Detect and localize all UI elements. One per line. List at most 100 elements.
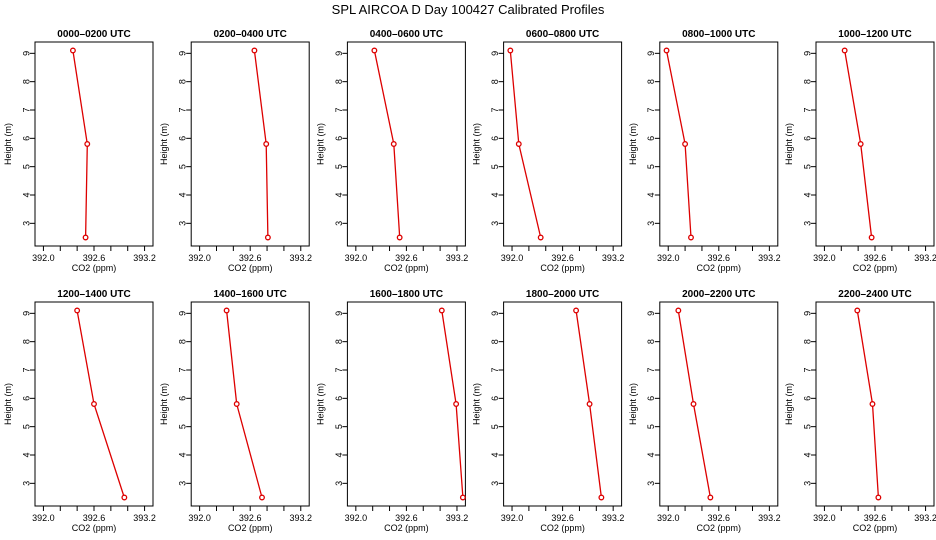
panel-3-ytick-label: 5 — [334, 164, 344, 169]
panel-8-ytick-label: 3 — [178, 481, 188, 486]
panel-7-title: 1200–1400 UTC — [57, 289, 130, 300]
panel-8-xtick-label: 392.6 — [239, 513, 262, 523]
panel-1-ytick-label: 5 — [21, 164, 31, 169]
panel-9-ytick-label: 4 — [334, 452, 344, 457]
panel-10: 1800–2000 UTC 392.0 392.6 393.2 3 4 5 6 7 8 9 CO2 (… — [472, 289, 625, 533]
panel-11-xtick-label: 392.0 — [657, 513, 680, 523]
panel-6-ytick-label: 7 — [802, 107, 812, 112]
panel-10-ytick-label: 9 — [490, 311, 500, 316]
panel-2-data-point — [264, 234, 271, 241]
panel-12: 2200–2400 UTC 392.0 392.6 393.2 3 4 5 6 7 8 9 CO2 (… — [784, 289, 936, 533]
panel-5-ytick-label: 6 — [646, 136, 656, 141]
panel-9-title: 1600–1800 UTC — [370, 289, 443, 300]
panel-9-frame — [346, 301, 466, 507]
panel-1-data-point — [82, 234, 89, 241]
panel-8: 1400–1600 UTC 392.0 392.6 393.2 3 4 5 6 7 8 9 CO2 (… — [159, 289, 312, 533]
panel-2-ytick-label: 8 — [178, 79, 188, 84]
panel-2-ytick-label: 3 — [178, 221, 188, 226]
panel-11-ytick-label: 6 — [646, 396, 656, 401]
panel-3: 0400–0600 UTC 392.0 392.6 393.2 3 4 5 6 7 8 9 CO2 (… — [315, 29, 468, 273]
panel-8-frame — [190, 301, 310, 507]
panel-7-xtick-label: 392.0 — [32, 513, 55, 523]
panel-8-ytick-label: 9 — [178, 311, 188, 316]
panel-4-data-point — [507, 47, 514, 54]
panel-5-xlabel: CO2 (ppm) — [697, 263, 742, 273]
panel-9-xtick-label: 392.0 — [345, 513, 368, 523]
panel-11-ylabel: Height (m) — [628, 383, 638, 425]
figure-title: SPL AIRCOA D Day 100427 Calibrated Profi… — [331, 2, 605, 17]
panel-5-data-point — [688, 234, 694, 241]
panel-12-xtick-label: 392.0 — [813, 513, 836, 523]
panel-6-ytick-label: 8 — [802, 79, 812, 84]
panel-6-title: 1000–1200 UTC — [838, 29, 911, 40]
panel-7-ytick-label: 6 — [21, 396, 31, 401]
panel-4-ytick-label: 8 — [490, 79, 500, 84]
panel-10-frame — [503, 301, 623, 507]
panel-7-series-line — [76, 310, 125, 498]
panel-2-xtick-label: 393.2 — [290, 253, 313, 263]
panel-3-xtick-label: 392.0 — [345, 253, 368, 263]
panel-1-ytick-label: 3 — [21, 221, 31, 226]
panel-8-title: 1400–1600 UTC — [214, 289, 287, 300]
panel-9-ylabel: Height (m) — [315, 383, 325, 425]
panel-12-xtick-label: 393.2 — [914, 513, 936, 523]
panel-10-xtick-label: 392.0 — [501, 513, 524, 523]
panel-5-title: 0800–1000 UTC — [682, 29, 755, 40]
panel-8-xtick-label: 393.2 — [290, 513, 313, 523]
panel-8-xlabel: CO2 (ppm) — [228, 523, 273, 533]
panel-9-ytick-label: 8 — [334, 339, 344, 344]
panel-10-ylabel: Height (m) — [472, 383, 482, 425]
panel-4-data-point — [537, 234, 544, 241]
panel-8-ylabel: Height (m) — [159, 383, 169, 425]
panel-1-xtick-label: 393.2 — [133, 253, 156, 263]
panel-6-xtick-label: 393.2 — [914, 253, 936, 263]
panel-5-ytick-label: 3 — [646, 221, 656, 226]
panel-10-ytick-label: 5 — [490, 424, 500, 429]
panel-5-xtick-label: 392.6 — [708, 253, 731, 263]
panel-4-xlabel: CO2 (ppm) — [540, 263, 585, 273]
panel-8-data-point — [233, 401, 240, 407]
panel-2-ytick-label: 4 — [178, 192, 188, 197]
panel-11-ytick-label: 9 — [646, 311, 656, 316]
panel-7-xtick-label: 392.6 — [83, 513, 106, 523]
panel-11-xtick-label: 392.6 — [708, 513, 731, 523]
panel-2-data-point — [263, 141, 270, 147]
panel-3-xlabel: CO2 (ppm) — [384, 263, 429, 273]
panel-3-xtick-label: 392.6 — [395, 253, 418, 263]
panel-1-ytick-label: 6 — [21, 136, 31, 141]
panel-1-ytick-label: 9 — [21, 51, 31, 56]
panel-4-ytick-label: 9 — [490, 51, 500, 56]
panel-6-ytick-label: 5 — [802, 164, 812, 169]
panel-5-data-point — [663, 47, 670, 54]
panel-7-ylabel: Height (m) — [3, 383, 13, 425]
panel-12-ytick-label: 3 — [802, 481, 812, 486]
panel-12-ytick-label: 7 — [802, 367, 812, 372]
panel-2-xtick-label: 392.0 — [188, 253, 211, 263]
panel-12-data-point — [869, 401, 876, 407]
panel-8-ytick-label: 4 — [178, 452, 188, 457]
panel-10-xtick-label: 392.6 — [551, 513, 574, 523]
panel-4-ytick-label: 3 — [490, 221, 500, 226]
panel-3-ytick-label: 4 — [334, 192, 344, 197]
panel-1-ytick-label: 7 — [21, 107, 31, 112]
panel-2-ytick-label: 5 — [178, 164, 188, 169]
panel-11-ytick-label: 8 — [646, 339, 656, 344]
panel-9-ytick-label: 3 — [334, 481, 344, 486]
panel-5: 0800–1000 UTC 392.0 392.6 393.2 3 4 5 6 7 8 9 CO2 (… — [628, 29, 781, 273]
panel-10-ytick-label: 3 — [490, 481, 500, 486]
panel-11-data-point — [707, 494, 714, 501]
panel-7-data-point — [91, 401, 97, 407]
panel-3-ytick-label: 9 — [334, 51, 344, 56]
panel-4-ytick-label: 6 — [490, 136, 500, 141]
panel-1-xlabel: CO2 (ppm) — [72, 263, 117, 273]
panel-5-ytick-label: 9 — [646, 51, 656, 56]
panel-5-frame — [659, 41, 779, 247]
panel-11-xlabel: CO2 (ppm) — [697, 523, 742, 533]
panel-7-ytick-label: 7 — [21, 367, 31, 372]
panel-12-ytick-label: 9 — [802, 311, 812, 316]
panel-1: 0000–0200 UTC 392.0 392.6 393.2 3 4 5 6 7 8 9 CO2 (… — [3, 29, 156, 273]
panel-4-ytick-label: 5 — [490, 164, 500, 169]
panel-2-xlabel: CO2 (ppm) — [228, 263, 273, 273]
panel-8-data-point — [223, 307, 230, 314]
panel-8-xtick-label: 392.0 — [188, 513, 211, 523]
